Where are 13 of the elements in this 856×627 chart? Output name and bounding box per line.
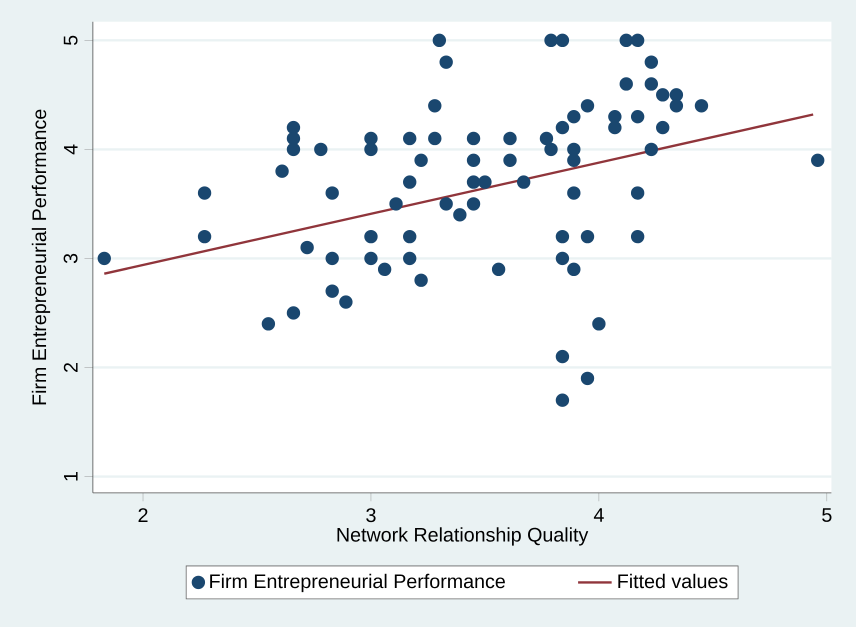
- y-tick-label: 5: [64, 36, 78, 45]
- y-tick-label: 2: [64, 362, 78, 372]
- legend-label: Fitted values: [618, 574, 728, 588]
- y-axis-title: Firm Entrepreneurial Performance: [32, 110, 50, 404]
- legend-label: Firm Entrepreneurial Performance: [210, 574, 505, 592]
- x-tick-label: 5: [822, 508, 832, 522]
- y-tick-label: 1: [64, 472, 78, 480]
- x-tick-label: 3: [366, 508, 376, 522]
- y-tick-label: 3: [64, 254, 78, 264]
- x-tick-label: 2: [138, 508, 148, 522]
- x-tick-label: 4: [594, 508, 604, 522]
- y-tick-label: 4: [64, 144, 78, 154]
- x-axis-title: Network Relationship Quality: [338, 527, 588, 546]
